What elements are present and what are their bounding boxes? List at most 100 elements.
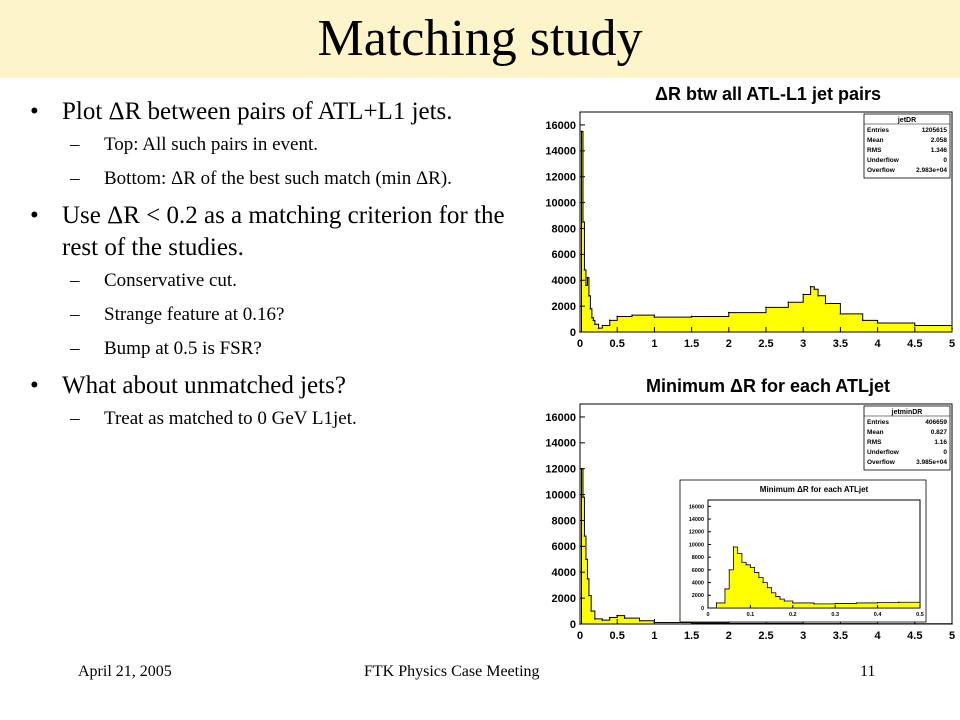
sub-text: Conservative cut. [104,270,237,291]
top-data-point [583,269,586,271]
bottom-inset-data-point [855,602,857,604]
top-data-point [616,315,618,318]
bottom-y-tick-label: 0 [570,619,576,631]
top-data-point [582,221,584,223]
bottom-stats-value: 0.827 [931,429,948,436]
bottom-x-tick-label: 1.5 [684,630,699,642]
top-data-point [817,294,819,297]
bottom-inset-title: Minimum ΔR for each ATLjet [760,485,869,494]
top-data-point [876,322,879,324]
bottom-inset-data-point [779,598,781,600]
bottom-x-tick-label: 1 [651,630,657,642]
bottom-inset-y-tick-label: 6000 [692,568,704,574]
bottom-data-point [623,617,626,619]
bottom-data-point [585,558,587,561]
top-data-point [653,316,656,318]
bottom-stats-label: Underflow [867,449,900,456]
bottom-inset-data-point [724,588,726,590]
bottom-inset-y-tick-label: 4000 [692,581,704,587]
bottom-inset-data-point [771,592,773,594]
bullet-text: Plot ΔR between pairs of ATL+L1 jets. [62,98,453,125]
bottom-inset-data-point [898,601,900,603]
top-x-tick-label: 3.5 [833,338,848,350]
dash-glyph: – [70,338,80,359]
bottom-inset-data-point [754,571,756,574]
top-stats-value: 0 [943,157,947,164]
bottom-inset-x-tick-label: 0.3 [831,612,839,618]
top-chart-title: ΔR btw all ATL-L1 jet pairs [655,84,881,104]
bottom-inset-x-tick-label: 0.4 [874,612,883,618]
bottom-inset-y-tick-label: 16000 [689,504,704,510]
sub-item: – Treat as matched to 0 GeV L1jet. [62,406,516,432]
top-data-point [861,319,864,322]
bottom-x-tick-label: 0.5 [610,630,625,642]
top-y-tick-label: 12000 [545,172,576,184]
top-stats-value: 2.983e+04 [916,167,947,174]
bottom-inset-x-tick-label: 0 [706,612,709,618]
top-stats-value: 1.346 [931,147,948,154]
top-data-point [580,130,583,133]
sub-list: – Top: All such pairs in event. – Bottom: … [62,132,516,192]
top-data-point [728,311,730,314]
bullet-text: Use ΔR < 0.2 as a matching criterion for… [62,202,505,261]
dash-glyph: – [70,408,80,429]
bottom-chart-title: Minimum ΔR for each ATLjet [646,376,890,396]
bottom-x-tick-label: 2 [726,630,732,642]
bottom-stats-box [863,405,951,471]
top-y-tick-label: 14000 [545,146,576,158]
top-x-tick-label: 3 [800,338,806,350]
top-data-point [591,316,593,319]
top-data-point [589,307,592,310]
sub-text: Treat as matched to 0 GeV L1jet. [104,408,357,429]
sub-item: – Conservative cut. [62,268,516,294]
top-y-tick-label: 16000 [545,120,576,132]
bottom-stats-label: Overflow [867,459,896,466]
bottom-data-point [594,618,596,620]
bottom-stats-label: Mean [867,429,884,436]
bottom-x-tick-label: 3.5 [833,630,848,642]
bullet-glyph: • [30,98,39,125]
bottom-inset-data-point [728,569,730,571]
dash-glyph: – [70,270,80,291]
top-data-point [813,288,816,291]
dash-glyph: – [70,134,80,155]
top-x-tick-label: 5 [949,338,955,350]
bottom-y-tick-label: 12000 [545,464,576,476]
top-x-tick-label: 0.5 [610,338,625,350]
top-y-tick-label: 4000 [552,275,576,287]
bottom-x-tick-label: 3 [800,630,806,642]
bottom-inset-data-point [745,564,747,566]
bottom-y-tick-label: 10000 [545,489,576,501]
top-data-point [601,324,604,327]
bottom-y-tick-label: 6000 [552,541,576,553]
top-data-point [585,284,587,287]
bottom-inset-x-tick-label: 0.1 [747,612,755,618]
bottom-inset-data-point [792,602,794,604]
bottom-stats-name: jetminDR [891,409,923,416]
bottom-stats-value: 3.985e+04 [916,459,947,466]
bottom-inset-data-point [877,602,879,604]
sub-item: – Strange feature at 0.16? [62,302,516,328]
sub-text: Bottom: ΔR of the best such match (min Δ… [104,168,452,189]
bottom-inset-data-point [919,601,921,603]
top-y-tick-label: 2000 [552,301,576,313]
top-data-point [586,276,589,279]
top-data-point [690,315,693,318]
sub-item: – Bump at 0.5 is FSR? [62,336,516,362]
bottom-y-tick-label: 8000 [552,515,576,527]
bottom-inset-y-tick-label: 0 [701,606,704,612]
bottom-stats-value: 0 [943,449,947,456]
bottom-data-point [582,496,584,498]
bottom-data-point [588,594,590,597]
bottom-x-tick-label: 4 [875,630,882,642]
bottom-inset-data-point [813,603,815,605]
bottom-stats-label: Entries [867,419,889,426]
bullet-text: What about unmatched jets? [62,372,346,399]
top-y-tick-label: 10000 [545,197,576,209]
bottom-inset-data-point [766,587,768,589]
sub-text: Top: All such pairs in event. [104,134,318,155]
bottom-y-tick-label: 14000 [545,438,576,450]
top-data-point [594,323,596,326]
chart-bottom: Minimum ΔR for each ATLjet 0 0.5 1 1.5 2 2.5 3 3… [545,376,955,642]
top-stats-label: Overflow [867,167,896,174]
